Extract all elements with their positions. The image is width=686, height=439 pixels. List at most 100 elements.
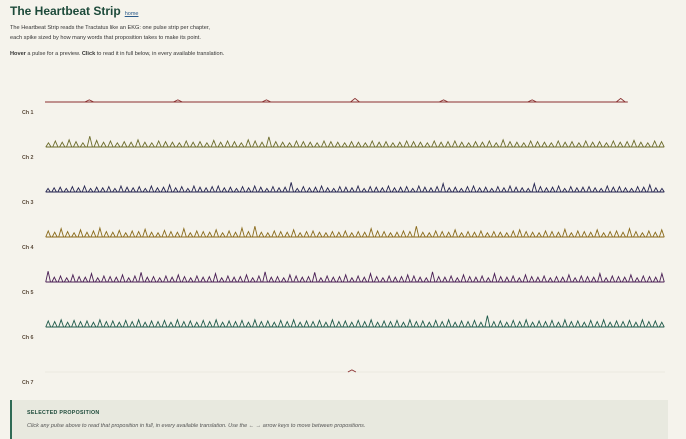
pulse[interactable]: [148, 141, 155, 148]
pulse[interactable]: [429, 271, 436, 283]
pulse[interactable]: [368, 226, 375, 238]
pulse[interactable]: [63, 187, 69, 193]
pulse[interactable]: [272, 140, 279, 148]
pulse[interactable]: [367, 271, 374, 283]
pulse[interactable]: [491, 271, 498, 283]
pulse[interactable]: [410, 140, 417, 148]
pulse[interactable]: [513, 186, 519, 193]
pulse[interactable]: [114, 141, 121, 148]
pulse[interactable]: [51, 186, 57, 193]
pulse[interactable]: [130, 186, 136, 193]
pulse[interactable]: [132, 274, 138, 283]
pulse[interactable]: [155, 320, 161, 328]
pulse[interactable]: [501, 186, 507, 193]
pulse[interactable]: [81, 184, 88, 193]
pulse[interactable]: [310, 320, 316, 328]
pulse[interactable]: [166, 183, 173, 193]
pulse[interactable]: [559, 276, 566, 283]
pulse[interactable]: [482, 186, 489, 193]
pulse[interactable]: [442, 276, 448, 283]
home-link[interactable]: home: [124, 11, 139, 17]
pulse[interactable]: [428, 186, 434, 193]
pulse[interactable]: [634, 185, 641, 193]
pulse[interactable]: [264, 187, 270, 193]
pulse[interactable]: [97, 226, 103, 238]
pulse[interactable]: [543, 186, 550, 193]
pulse[interactable]: [64, 321, 71, 328]
pulse[interactable]: [562, 318, 568, 328]
pulse[interactable]: [76, 275, 82, 283]
pulse[interactable]: [59, 141, 66, 148]
pulse[interactable]: [45, 319, 52, 328]
pulse[interactable]: [161, 229, 168, 238]
pulse[interactable]: [549, 186, 556, 193]
pulse[interactable]: [210, 139, 217, 148]
pulse[interactable]: [122, 231, 129, 238]
pulse[interactable]: [355, 319, 362, 328]
pulse[interactable]: [615, 275, 622, 283]
pulse[interactable]: [513, 141, 520, 148]
pulse[interactable]: [148, 319, 155, 328]
pulse[interactable]: [286, 141, 293, 148]
pulse[interactable]: [168, 321, 174, 328]
pulse[interactable]: [318, 184, 325, 193]
pulse[interactable]: [122, 319, 129, 328]
pulse[interactable]: [404, 273, 411, 283]
pulse[interactable]: [547, 276, 554, 283]
pulse[interactable]: [256, 274, 262, 283]
pulse[interactable]: [284, 320, 291, 328]
pulse[interactable]: [417, 276, 423, 283]
pulse[interactable]: [125, 276, 132, 283]
pulse[interactable]: [243, 273, 250, 283]
pulse[interactable]: [419, 231, 426, 238]
pulse[interactable]: [432, 229, 439, 238]
pulse[interactable]: [444, 140, 452, 148]
pulse[interactable]: [179, 185, 185, 193]
pulse[interactable]: [355, 141, 362, 148]
pulse[interactable]: [218, 276, 225, 283]
pulse[interactable]: [658, 228, 665, 238]
pulse[interactable]: [555, 321, 562, 328]
pulse[interactable]: [394, 319, 400, 328]
pulse[interactable]: [490, 320, 497, 328]
pulse[interactable]: [124, 186, 130, 193]
pulse[interactable]: [497, 275, 504, 283]
pulse[interactable]: [262, 271, 268, 283]
pulse[interactable]: [562, 141, 569, 148]
pulse[interactable]: [451, 139, 458, 148]
pulse[interactable]: [200, 276, 206, 283]
pulse[interactable]: [258, 320, 265, 328]
pulse[interactable]: [129, 229, 136, 238]
pulse[interactable]: [343, 186, 349, 193]
pulse[interactable]: [652, 276, 659, 283]
pulse[interactable]: [651, 139, 658, 148]
pulse[interactable]: [536, 319, 542, 328]
pulse[interactable]: [382, 140, 390, 148]
pulse[interactable]: [307, 141, 314, 148]
pulse[interactable]: [607, 321, 613, 328]
pulse[interactable]: [293, 274, 299, 283]
pulse[interactable]: [423, 276, 430, 283]
pulse[interactable]: [472, 140, 479, 148]
pulse[interactable]: [594, 320, 601, 328]
pulse[interactable]: [180, 226, 187, 238]
pulse[interactable]: [100, 141, 107, 148]
pulse[interactable]: [264, 231, 271, 238]
pulse[interactable]: [653, 186, 659, 193]
pulse[interactable]: [305, 275, 312, 283]
pulse[interactable]: [84, 319, 90, 328]
pulse[interactable]: [70, 273, 76, 283]
pulse[interactable]: [187, 276, 194, 283]
pulse[interactable]: [617, 141, 624, 148]
pulse[interactable]: [410, 187, 416, 193]
pulse[interactable]: [419, 319, 426, 328]
pulse[interactable]: [369, 139, 376, 148]
pulse[interactable]: [497, 231, 504, 238]
pulse[interactable]: [458, 187, 465, 193]
pulse[interactable]: [562, 227, 568, 238]
pulse[interactable]: [424, 141, 431, 148]
pulse[interactable]: [51, 231, 58, 238]
pulse[interactable]: [510, 319, 517, 328]
pulse[interactable]: [355, 184, 361, 193]
pulse[interactable]: [203, 186, 209, 193]
